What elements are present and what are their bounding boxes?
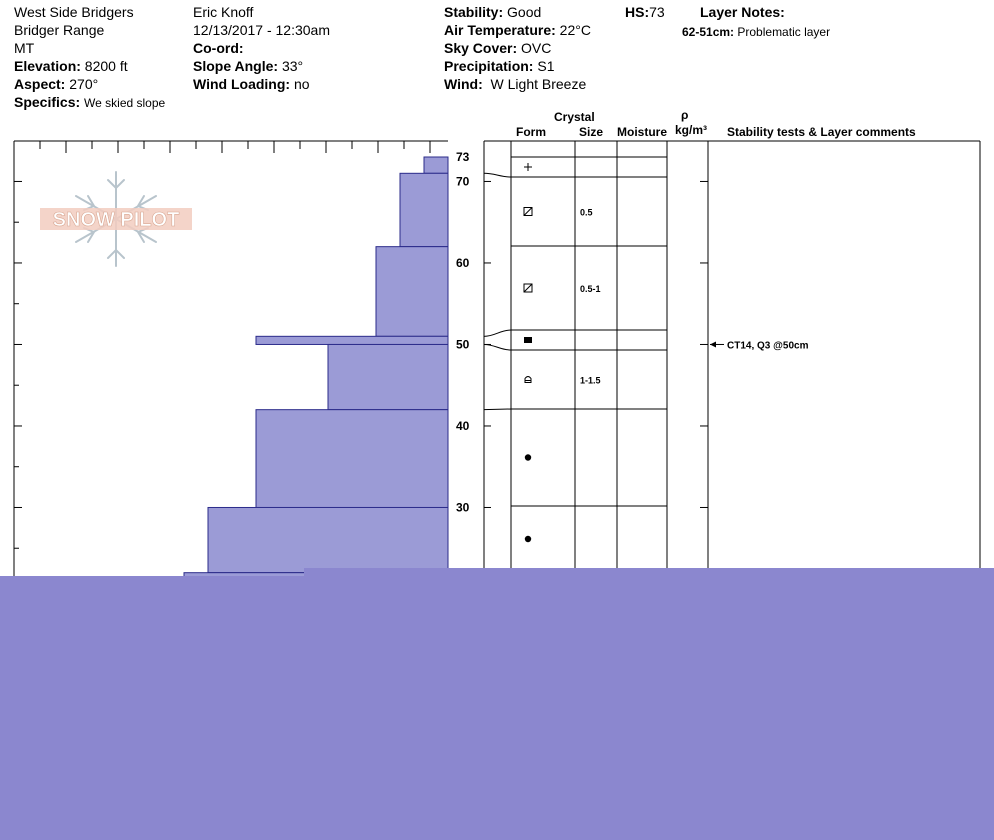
coord: Co-ord: bbox=[193, 40, 244, 56]
height-label: 40 bbox=[456, 419, 470, 433]
hardness-bar bbox=[327, 343, 449, 411]
hardness-bar bbox=[255, 409, 449, 508]
specifics: Specifics: We skied slope bbox=[14, 94, 166, 110]
aspect: Aspect: 270° bbox=[14, 76, 99, 92]
stability-test-label: CT14, Q3 @50cm bbox=[727, 340, 809, 351]
air-temperature: Air Temperature: 22°C bbox=[444, 22, 591, 38]
sky-cover: Sky Cover: OVC bbox=[444, 40, 552, 56]
height-label: 60 bbox=[456, 256, 470, 270]
rounded-grain-icon bbox=[524, 535, 532, 543]
stability-tests-header: Stability tests & Layer comments bbox=[727, 125, 916, 139]
size-header: Size bbox=[579, 125, 604, 139]
observer: Eric Knoff bbox=[193, 4, 254, 20]
size-label: 1-1.5 bbox=[580, 376, 601, 386]
logo-text: SNOW PILOT bbox=[53, 209, 180, 231]
moisture-header: Moisture bbox=[617, 125, 668, 139]
hardness-bar bbox=[423, 156, 449, 174]
layer-connector bbox=[483, 329, 512, 337]
depth-hoar-icon bbox=[524, 376, 532, 383]
layer-connector bbox=[483, 408, 512, 411]
height-label: 70 bbox=[456, 174, 470, 188]
hardness-bar bbox=[375, 246, 449, 337]
hardness-bar bbox=[207, 506, 449, 574]
wind-loading: Wind Loading: no bbox=[193, 76, 310, 92]
layer-notes-title: Layer Notes: bbox=[700, 4, 785, 20]
state: MT bbox=[14, 40, 35, 56]
density-unit-header: kg/m³ bbox=[675, 123, 708, 137]
rounded-grain-icon bbox=[524, 454, 532, 461]
overlay-strip bbox=[304, 568, 994, 578]
height-label: 50 bbox=[456, 337, 470, 351]
faceted-icon bbox=[523, 283, 533, 293]
crystal-header: Crystal bbox=[554, 110, 595, 124]
size-label: 0.5 bbox=[580, 208, 593, 218]
faceted-icon bbox=[523, 207, 533, 216]
faceted-icon bbox=[523, 283, 533, 293]
form-header: Form bbox=[516, 125, 546, 139]
overlay-panel bbox=[0, 576, 994, 840]
layer-connector bbox=[483, 343, 512, 351]
size-label: 0.5-1 bbox=[580, 284, 601, 294]
hardness-bar bbox=[255, 335, 449, 345]
height-label: 73 bbox=[456, 150, 470, 164]
location: West Side Bridgers bbox=[14, 4, 134, 20]
height-label: 30 bbox=[456, 500, 470, 514]
range: Bridger Range bbox=[14, 22, 105, 38]
snowpilot-logo: SNOW PILOT bbox=[40, 171, 192, 267]
faceted-icon bbox=[523, 207, 533, 216]
hs: HS:73 bbox=[625, 4, 665, 20]
rho-header: ρ bbox=[681, 108, 689, 122]
datetime: 12/13/2017 - 12:30am bbox=[193, 22, 330, 38]
precipitation: Precipitation: S1 bbox=[444, 58, 555, 74]
stability: Stability: Good bbox=[444, 4, 542, 20]
stability-arrow-icon bbox=[710, 341, 716, 348]
melt-freeze-icon bbox=[524, 337, 532, 343]
layer-connector bbox=[483, 172, 512, 178]
hardness-bar bbox=[399, 172, 449, 248]
wind: Wind: W Light Breeze bbox=[444, 76, 587, 92]
slope-angle: Slope Angle: 33° bbox=[193, 58, 304, 74]
elevation: Elevation: 8200 ft bbox=[14, 58, 128, 74]
layer-note: 62-51cm: Problematic layer bbox=[682, 25, 831, 39]
